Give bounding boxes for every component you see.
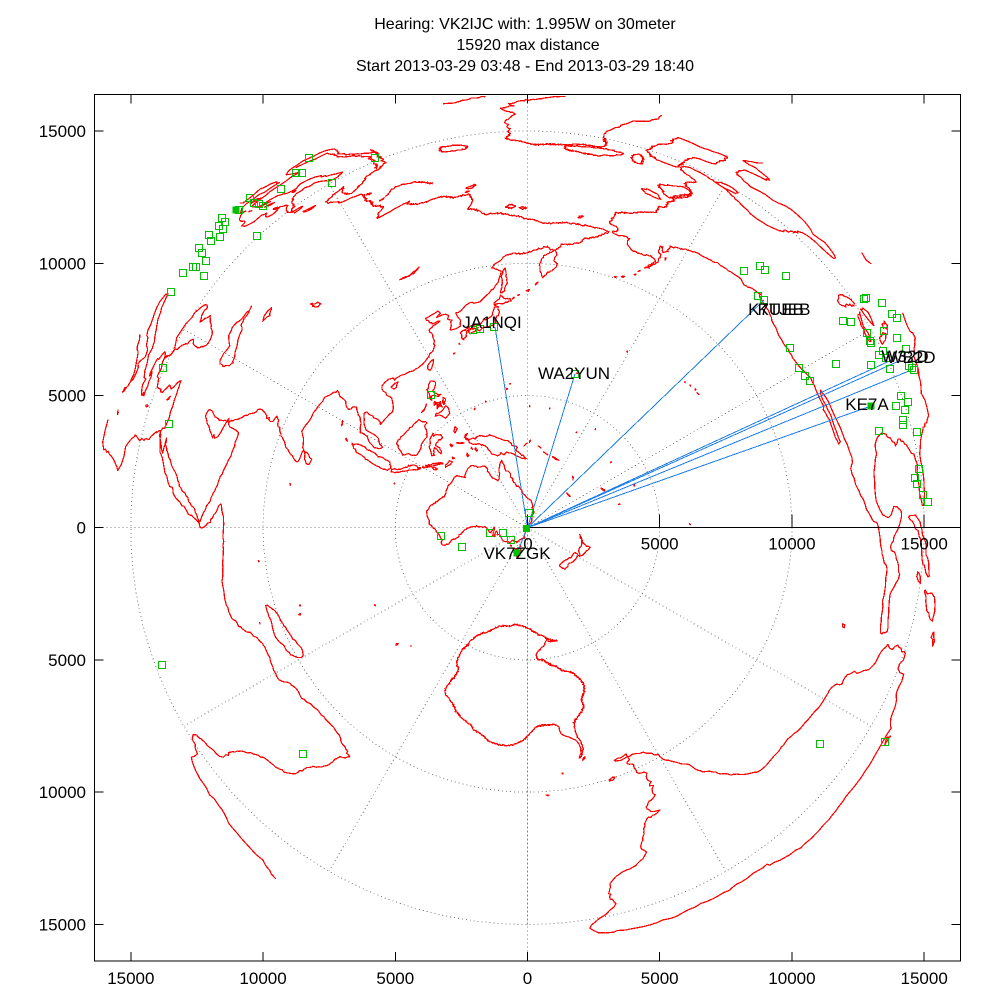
svg-text:15000: 15000 — [107, 969, 154, 988]
svg-text:5000: 5000 — [376, 969, 414, 988]
svg-text:15920 max distance: 15920 max distance — [456, 37, 599, 54]
svg-text:10000: 10000 — [39, 254, 86, 273]
svg-text:WA2YUN: WA2YUN — [538, 364, 610, 383]
svg-text:5000: 5000 — [641, 969, 679, 988]
svg-text:JA1NQI: JA1NQI — [462, 313, 522, 332]
svg-text:10000: 10000 — [39, 783, 86, 802]
svg-text:WB2D: WB2D — [886, 348, 935, 367]
svg-text:15000: 15000 — [901, 535, 948, 554]
svg-text:0: 0 — [523, 969, 532, 988]
svg-text:Start 2013-03-29 03:48 - End 2: Start 2013-03-29 03:48 - End 2013-03-29 … — [356, 58, 694, 75]
svg-text:10000: 10000 — [768, 969, 815, 988]
svg-text:10000: 10000 — [768, 535, 815, 554]
svg-text:0: 0 — [77, 519, 86, 538]
svg-text:VK7ZGK: VK7ZGK — [483, 544, 551, 563]
svg-text:KE7A: KE7A — [845, 395, 889, 414]
svg-text:Hearing: VK2IJC with: 1.995W o: Hearing: VK2IJC with: 1.995W on 30meter — [374, 16, 676, 33]
svg-text:K7UEB: K7UEB — [748, 300, 804, 319]
svg-text:10000: 10000 — [239, 969, 286, 988]
svg-text:5000: 5000 — [48, 386, 86, 405]
svg-text:W32D: W32D — [881, 347, 928, 366]
svg-text:5000: 5000 — [48, 651, 86, 670]
svg-text:0: 0 — [523, 535, 532, 554]
svg-text:5000: 5000 — [641, 535, 679, 554]
svg-text:15000: 15000 — [39, 915, 86, 934]
svg-text:KTJEB: KTJEB — [758, 300, 811, 319]
svg-text:15000: 15000 — [39, 122, 86, 141]
svg-text:15000: 15000 — [901, 969, 948, 988]
